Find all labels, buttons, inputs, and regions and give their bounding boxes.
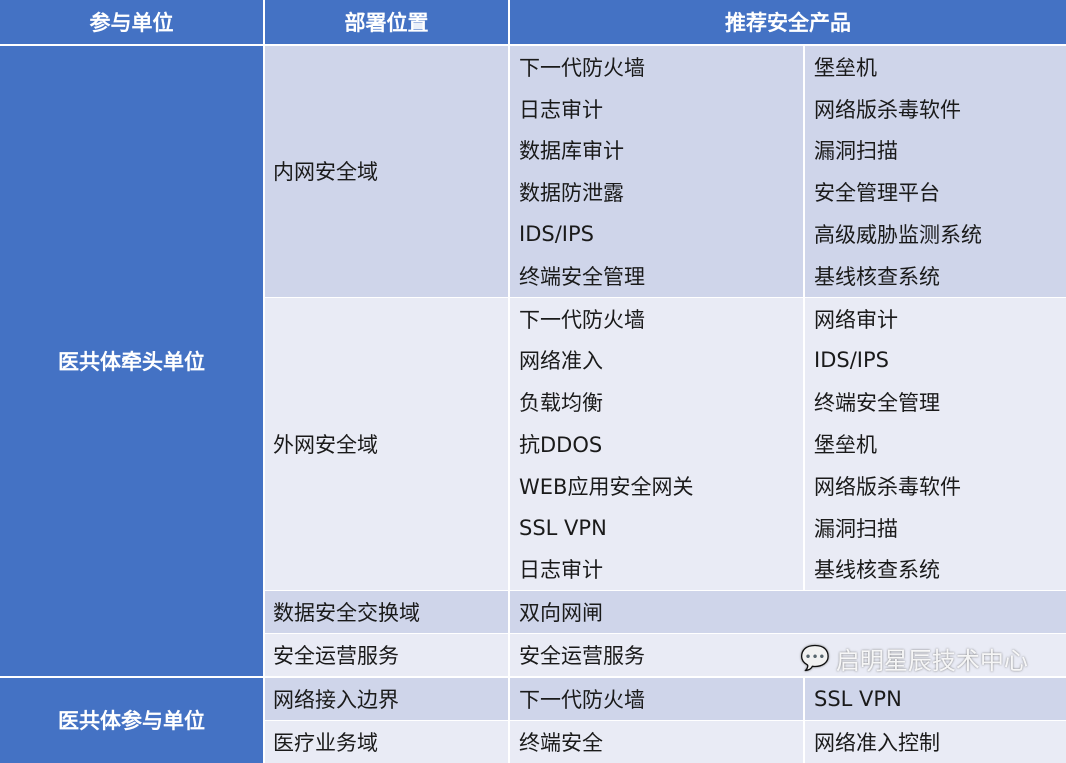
products-cell: 双向网闸	[510, 591, 1066, 634]
sections: 网络接入边界 下一代防火墙 SSL VPN 医疗业务域 终端安全 网络准入控制	[265, 677, 1066, 763]
section-row: 医疗业务域 终端安全 网络准入控制	[265, 720, 1066, 763]
product-item: 高级威胁监测系统	[814, 223, 982, 248]
table-header: 参与单位 部署位置 推荐安全产品	[0, 0, 1066, 44]
product-item: 堡垒机	[814, 55, 877, 80]
unit-block: 医共体牵头单位 内网安全域 下一代防火墙 日志审计 数据库审计 数据防泄露 IDS/IPS 终…	[0, 46, 1066, 676]
product-item: WEB应用安全网关	[519, 474, 694, 499]
table-body: 医共体牵头单位 内网安全域 下一代防火墙 日志审计 数据库审计 数据防泄露 IDS/IPS 终…	[0, 46, 1066, 763]
product-item: IDS/IPS	[519, 222, 594, 247]
product-item	[803, 591, 1066, 633]
products-column: 下一代防火墙 日志审计数据库审计数据防泄露 IDS/IPS 终端安全管理	[510, 46, 803, 297]
section-row: 网络接入边界 下一代防火墙 SSL VPN	[265, 677, 1066, 720]
products-column: 下一代防火墙 网络准入负载均衡抗DDOS WEB应用安全网关 SSL VPN 日志审计	[510, 297, 803, 591]
products-column: 安全运营服务	[510, 634, 803, 676]
product-item: 安全管理平台	[814, 181, 940, 206]
product-item: SSL VPN	[814, 686, 902, 711]
product-item: 网络版杀毒软件	[814, 97, 961, 122]
products-column: 堡垒机网络版杀毒软件 漏洞扫描安全管理平台高级威胁监测系统 基线核查系统	[805, 46, 1066, 297]
product-item: 网络版杀毒软件	[814, 474, 961, 499]
product-item: 下一代防火墙	[519, 687, 645, 712]
section-row: 外网安全域 下一代防火墙 网络准入负载均衡抗DDOS WEB应用安全网关 SSL VPN…	[265, 297, 1066, 591]
products-cell: 安全运营服务	[510, 634, 1066, 676]
products-column: 下一代防火墙	[510, 677, 803, 720]
product-item: 漏洞扫描	[814, 516, 898, 541]
product-item: 日志审计	[519, 558, 603, 583]
product-item: 安全运营服务	[519, 644, 645, 669]
products-cell: 下一代防火墙 SSL VPN	[510, 677, 1066, 720]
products-column: 双向网闸	[510, 591, 803, 634]
products-cell: 下一代防火墙 网络准入负载均衡抗DDOS WEB应用安全网关 SSL VPN 日志审计 网…	[510, 297, 1066, 591]
product-item: 终端安全管理	[519, 264, 645, 289]
products-column: SSL VPN	[805, 677, 1066, 720]
header-products: 推荐安全产品	[510, 0, 1066, 44]
product-item: 终端安全管理	[814, 391, 940, 416]
watermark: 💬 启明星辰技术中心	[800, 640, 1028, 676]
unit-name: 医共体牵头单位	[0, 46, 263, 676]
product-item: 抗DDOS	[519, 433, 603, 458]
location-cell: 外网安全域	[265, 297, 508, 591]
product-item: 日志审计	[519, 97, 603, 122]
products-cell: 下一代防火墙 日志审计数据库审计数据防泄露 IDS/IPS 终端安全管理 堡垒机网络版杀…	[510, 46, 1066, 297]
products-column	[803, 591, 1066, 634]
products-column: 终端安全	[510, 720, 803, 763]
product-item: 数据防泄露	[519, 181, 624, 206]
product-item: 基线核查系统	[814, 264, 940, 289]
section-row: 安全运营服务 安全运营服务	[265, 634, 1066, 676]
wechat-icon: 💬	[800, 644, 830, 672]
product-item: SSL VPN	[519, 515, 607, 540]
product-item: 网络准入	[519, 349, 603, 374]
unit-block: 医共体参与单位 网络接入边界 下一代防火墙 SSL VPN 医疗业务域 终端安全 网络准入控…	[0, 677, 1066, 763]
section-row: 数据安全交换域 双向网闸	[265, 591, 1066, 634]
location-cell: 医疗业务域	[265, 720, 508, 763]
location-cell: 安全运营服务	[265, 634, 508, 676]
location-cell: 数据安全交换域	[265, 591, 508, 634]
product-item: 下一代防火墙	[519, 307, 645, 332]
sections: 内网安全域 下一代防火墙 日志审计 数据库审计 数据防泄露 IDS/IPS 终端安全管理 堡垒…	[265, 46, 1066, 676]
product-item: 网络准入控制	[814, 730, 940, 755]
location-cell: 网络接入边界	[265, 677, 508, 720]
product-item: IDS/IPS	[814, 348, 889, 373]
product-item: 漏洞扫描	[814, 139, 898, 164]
product-item: 双向网闸	[519, 601, 603, 626]
unit-name: 医共体参与单位	[0, 677, 263, 763]
product-item: 负载均衡	[519, 391, 603, 416]
header-unit: 参与单位	[0, 0, 263, 44]
product-item: 基线核查系统	[814, 558, 940, 583]
products-column	[803, 634, 1066, 676]
product-item: 堡垒机	[814, 433, 877, 458]
header-location: 部署位置	[265, 0, 508, 44]
section-row: 内网安全域 下一代防火墙 日志审计数据库审计数据防泄露 IDS/IPS 终端安全管理 堡垒…	[265, 46, 1066, 297]
product-item: 下一代防火墙	[519, 55, 645, 80]
product-item: 网络审计	[814, 307, 898, 332]
products-cell: 终端安全 网络准入控制	[510, 720, 1066, 763]
watermark-text: 启明星辰技术中心	[835, 646, 1028, 675]
product-item: 终端安全	[519, 730, 603, 755]
product-item: 数据库审计	[519, 139, 624, 164]
location-cell: 内网安全域	[265, 46, 508, 297]
products-column: 网络准入控制	[805, 720, 1066, 763]
products-column: 网络审计 IDS/IPS 终端安全管理 堡垒机网络版杀毒软件 漏洞扫描基线核查系统	[805, 297, 1066, 591]
